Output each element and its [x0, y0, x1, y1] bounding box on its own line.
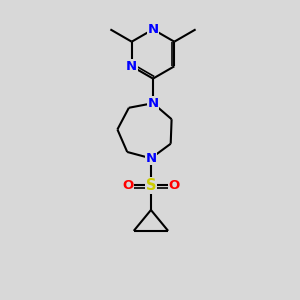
Text: N: N: [147, 23, 159, 36]
Text: N: N: [126, 60, 137, 73]
Text: N: N: [147, 97, 159, 110]
Text: O: O: [122, 179, 133, 192]
Text: N: N: [146, 152, 157, 165]
Text: O: O: [169, 179, 180, 192]
Text: S: S: [146, 178, 156, 193]
